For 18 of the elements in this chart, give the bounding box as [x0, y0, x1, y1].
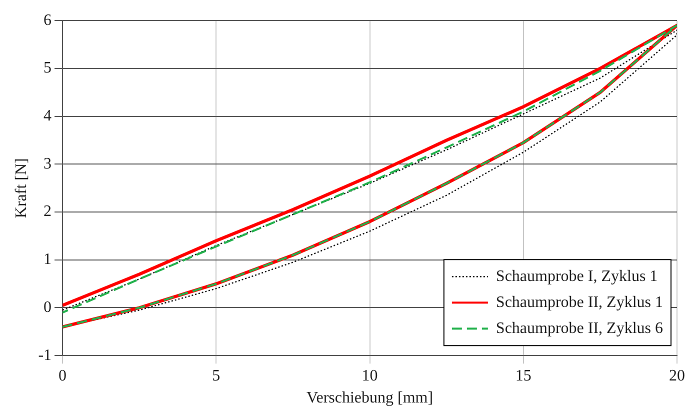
x-tick-label: 10: [362, 367, 378, 384]
x-axis-title: Verschiebung [mm]: [306, 390, 434, 407]
y-tick-label: 1: [44, 251, 52, 268]
x-tick-label: 20: [669, 367, 685, 384]
x-tick-label: 15: [515, 367, 532, 384]
y-tick-label: 3: [44, 155, 52, 172]
y-tick-label: 6: [44, 12, 52, 29]
y-tick-label: 2: [44, 203, 52, 220]
x-tick-label: 5: [212, 367, 220, 384]
y-tick-label: 0: [44, 298, 52, 316]
y-tick-label: -1: [38, 346, 52, 364]
y-tick-label: 4: [44, 108, 52, 125]
legend-label: Schaumprobe II, Zyklus 6: [496, 320, 663, 337]
y-tick-label: 5: [44, 60, 52, 77]
legend-label: Schaumprobe II, Zyklus 1: [496, 294, 663, 311]
y-axis-title: Kraft [N]: [12, 158, 30, 218]
x-tick-label: 0: [58, 367, 67, 384]
legend-label: Schaumprobe I, Zyklus 1: [496, 268, 658, 285]
